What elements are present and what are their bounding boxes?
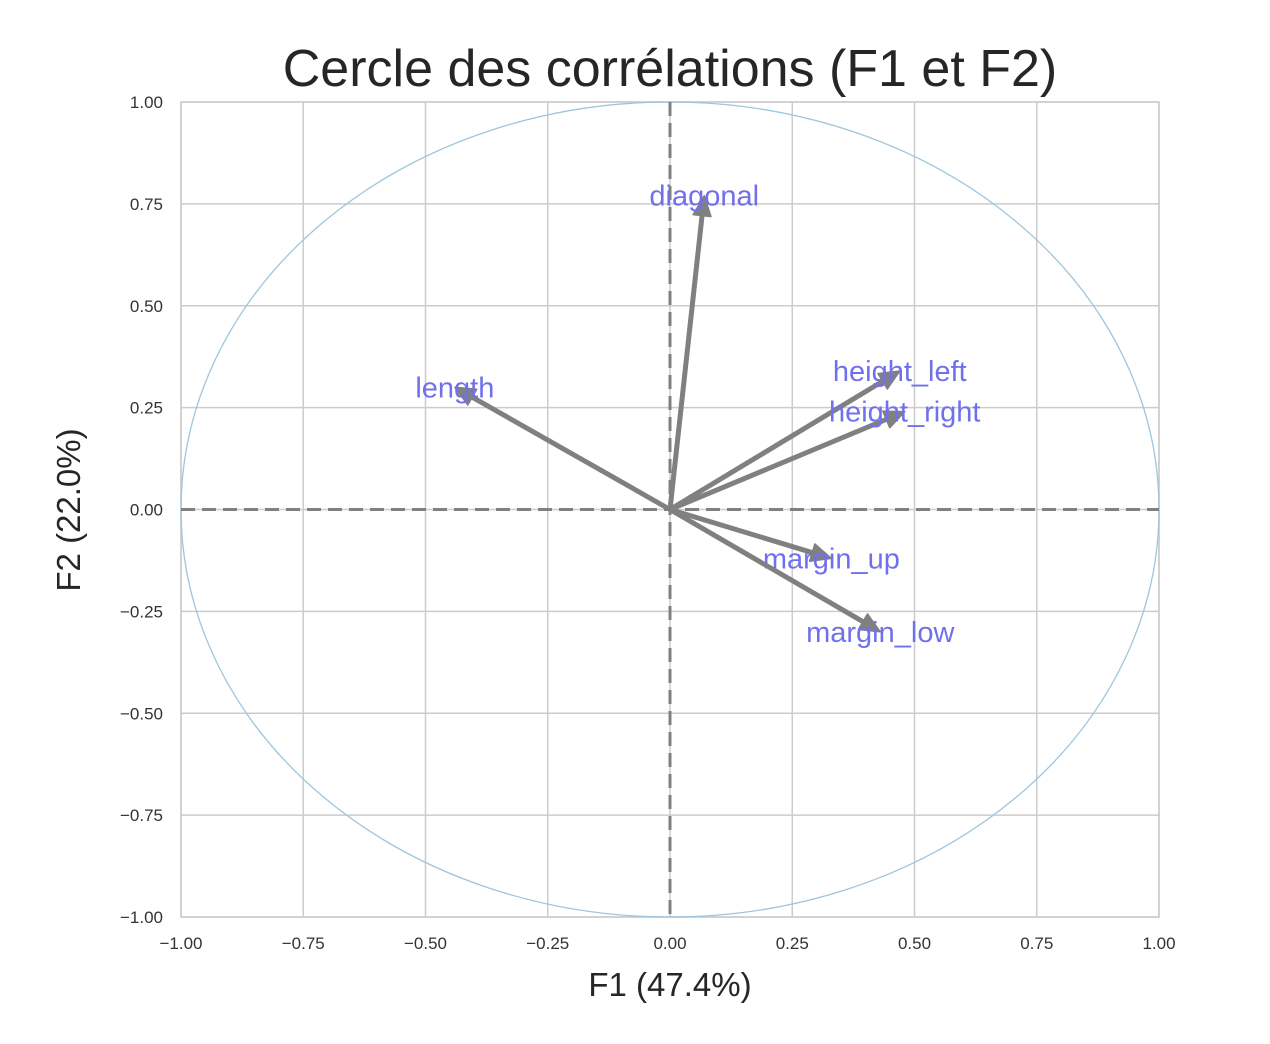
x-tick-label: 0.25 — [776, 934, 809, 953]
vector-label-height-right: height_right — [829, 397, 981, 429]
x-tick-label: 0.50 — [898, 934, 931, 953]
vector-label-length: length — [415, 372, 494, 404]
vector-label-margin-up: margin_up — [763, 543, 900, 575]
y-axis-ticks: −1.00 −0.75 −0.50 −0.25 0.00 0.25 0.50 0.75 1.00 — [120, 93, 163, 927]
vector-arrowhead-margin-low — [857, 613, 882, 633]
vector-arrowhead-diagonal — [692, 194, 712, 218]
chart-title: Cercle des corrélations (F1 et F2) — [283, 40, 1058, 98]
y-tick-label: −0.75 — [120, 806, 163, 825]
vector-arrow-length — [467, 393, 673, 512]
vectors: diagonal length height_left height_rightmar… — [415, 181, 980, 649]
vector-label-margin-low: margin_low — [806, 617, 955, 649]
vector-arrow-margin-low — [667, 507, 868, 626]
vector-label-height-left: height_left — [833, 356, 967, 388]
x-tick-label: −0.25 — [526, 934, 569, 953]
x-axis-label: F1 (47.4%) — [588, 966, 751, 1003]
y-tick-label: 0.75 — [130, 195, 163, 214]
vector-arrowhead-height-right — [882, 410, 906, 429]
y-tick-label: −1.00 — [120, 908, 163, 927]
y-tick-label: 1.00 — [130, 93, 163, 112]
x-axis-ticks: −1.00 −0.75 −0.50 −0.25 0.00 0.25 0.50 0.75 1.00 — [159, 934, 1175, 953]
vector-arrowhead-margin-up — [808, 543, 833, 562]
y-tick-label: −0.50 — [120, 704, 163, 723]
y-tick-label: 0.00 — [130, 501, 163, 520]
vector-arrow-height-right — [667, 416, 891, 512]
vector-arrowhead-height-left — [877, 370, 901, 390]
x-tick-label: −0.50 — [404, 934, 447, 953]
x-tick-label: 1.00 — [1142, 934, 1175, 953]
y-axis-label: F2 (22.0%) — [50, 428, 87, 591]
y-tick-label: −0.25 — [120, 602, 163, 621]
x-tick-label: 0.75 — [1020, 934, 1053, 953]
vector-arrowhead-length — [454, 386, 478, 406]
x-tick-label: −0.75 — [282, 934, 325, 953]
vector-arrow-margin-up — [667, 507, 817, 556]
vector-arrow-diagonal — [667, 211, 705, 512]
y-tick-label: 0.25 — [130, 399, 163, 418]
x-tick-label: 0.00 — [653, 934, 686, 953]
vector-arrow-height-left — [667, 377, 887, 512]
y-tick-label: 0.50 — [130, 297, 163, 316]
vector-label-diagonal: diagonal — [649, 181, 759, 213]
x-tick-label: −1.00 — [159, 934, 202, 953]
